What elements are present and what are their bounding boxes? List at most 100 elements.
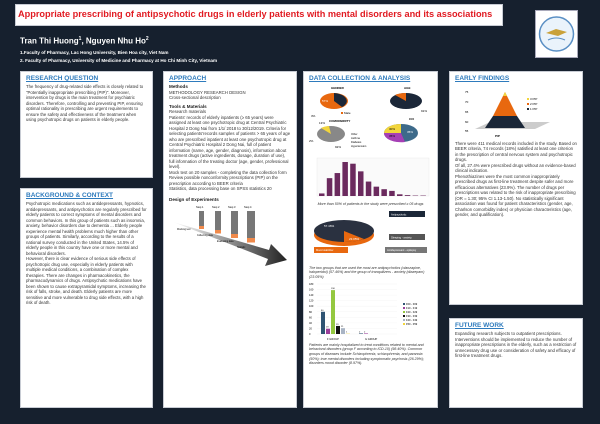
- step-cylinder: [215, 211, 221, 233]
- legend-item: F10 - F19: [406, 306, 418, 310]
- callout-mood: Mood stabilizer: [316, 248, 334, 252]
- icd-caption: Patients are mainly hospitalized to trea…: [309, 342, 425, 366]
- bar: [331, 290, 335, 335]
- background-heading: BACKGROUND & CONTEXT: [26, 192, 114, 199]
- histogram-bar: [334, 172, 341, 196]
- stage-label: Statistic: [237, 246, 246, 249]
- histogram-bar: [319, 192, 325, 196]
- step-cylinder: [231, 211, 238, 237]
- bar: [336, 326, 340, 335]
- future-work-panel: FUTURE WORK Expanding research subjects …: [449, 318, 583, 408]
- data-label: 19: [326, 327, 329, 329]
- comorbidity-label: 13%: [319, 121, 325, 125]
- arrow-shape: [173, 222, 287, 266]
- cci-label: 30%: [389, 127, 395, 131]
- pyramid-3pip: [503, 92, 507, 96]
- demographic-pies: GENDER 57% Male AGE 91% COMORBIDITY 3% 1…: [309, 86, 427, 149]
- authors: Tran Thi Huong1, Nguyen Nhu Ho2: [20, 36, 149, 46]
- histogram-bar: [397, 193, 403, 196]
- age-pie-title: AGE: [404, 86, 411, 90]
- data-label: 2: [364, 332, 366, 334]
- poster-title: Appropriate prescribing of antipsychotic…: [18, 9, 493, 19]
- stage-label: Evaluating data: [217, 240, 234, 243]
- research-question-panel: RESEARCH QUESTION The frequency of drug-…: [20, 71, 153, 178]
- y-tick-label: 20: [309, 327, 312, 331]
- legend-1pip: 1 PIP: [530, 107, 537, 111]
- approach-panel: APPROACH Methods METHODOLOGY RESEARCH DE…: [163, 71, 297, 408]
- data-label: 80: [321, 310, 324, 312]
- gender-slice-male: [334, 93, 347, 107]
- gender-label: 57%: [322, 99, 328, 103]
- histogram-bar: [342, 161, 348, 196]
- drug-group-callouts: Mood stabilizer Antidepressant - epileps…: [314, 247, 427, 254]
- data-label: 29: [336, 324, 339, 326]
- data-label: 1: [346, 332, 348, 334]
- pyramid-2pip: [493, 92, 517, 116]
- affiliation-2: 2. Faculty of Pharmacy, University of Me…: [20, 58, 218, 63]
- callout-antidepressant: Antidepressant - epilepsy: [387, 248, 417, 252]
- early-findings-text: There were 411 medical records included …: [455, 140, 577, 218]
- legend-3pip: 3 PIP: [530, 97, 537, 101]
- y-tick-label: 60: [309, 316, 312, 320]
- comorbidity-legend-item: Hypertension: [351, 144, 367, 148]
- cci-pie-title: CCI: [409, 117, 414, 121]
- svg-text:75: 75: [465, 90, 469, 94]
- comorbidity-pie-title: COMORBIDITY: [329, 119, 350, 123]
- pyramid-1pip: [485, 116, 525, 128]
- histogram-bar: [389, 190, 395, 196]
- cci-label: 35%: [389, 134, 395, 138]
- stage-label: Mocking test: [177, 228, 191, 231]
- legend-item: F20 - F29: [406, 310, 418, 314]
- legend-item: F40 - F49: [406, 318, 418, 322]
- affiliation-1: 1.Faculty of Pharmacy, Lac Hong Universi…: [20, 50, 169, 55]
- future-work-text: Expanding research subjects to outpatien…: [455, 331, 577, 358]
- histogram-caption: More than 50% of patients in the study w…: [317, 202, 424, 206]
- gender-legend: Male: [344, 111, 351, 115]
- data-label: 2: [359, 332, 361, 334]
- stage-label: Collecting data: [197, 234, 213, 237]
- y-tick-label: 160: [309, 288, 314, 292]
- step-cylinder: [199, 211, 204, 229]
- callout-sleeping-anxiety: Sleeping - anxiety: [391, 235, 412, 239]
- drug-count-histogram: [316, 157, 430, 196]
- step-label: Step 2: [212, 205, 220, 209]
- tools-text: Research materials Patients' records of …: [169, 109, 291, 191]
- methods-text: METHODOLOGY RESEARCH DESIGN Cross-sectio…: [169, 89, 246, 101]
- background-text: Psychotropic medications such as antidep…: [26, 201, 147, 305]
- comorbidity-label: 2%: [309, 139, 314, 143]
- data-collection-panel: DATA COLLECTION & ANALYSIS GENDER 57% Ma…: [303, 71, 438, 408]
- step-label: Step 1: [196, 205, 204, 209]
- svg-text:70: 70: [465, 100, 469, 104]
- age-label: 91%: [421, 109, 427, 113]
- y-tick-label: 100: [309, 305, 314, 309]
- histogram-bar: [373, 186, 380, 196]
- legend-2pip: 2 PIP: [530, 102, 537, 106]
- drug-pie-label: 23.05%: [349, 237, 360, 241]
- y-tick-label: 80: [309, 310, 312, 314]
- gender-pie-title: GENDER: [331, 86, 345, 90]
- university-logo: [535, 10, 578, 58]
- drug-group-caption: The two groups that are used the most ar…: [309, 265, 425, 279]
- experiment-design-diagram: Step 1 Mocking test Step 2 Collecting data S…: [173, 205, 287, 266]
- histogram-bar: [404, 194, 411, 196]
- histogram-bar: [350, 163, 356, 196]
- step-cylinder: [247, 211, 255, 241]
- background-panel: BACKGROUND & CONTEXT Psychotropic medica…: [20, 188, 153, 408]
- data-label: 21: [341, 327, 344, 329]
- svg-text:65: 65: [465, 110, 469, 114]
- future-work-heading: FUTURE WORK: [455, 322, 504, 329]
- step-label: Step 4: [244, 205, 252, 209]
- legend-item: F30 - F39: [406, 314, 418, 318]
- bar: [321, 312, 325, 335]
- histogram-bar: [326, 177, 333, 196]
- approach-heading: APPROACH: [169, 75, 207, 82]
- bar: [359, 333, 363, 335]
- data-collection-heading: DATA COLLECTION & ANALYSIS: [309, 75, 411, 82]
- comorbidity-label: 92%: [335, 145, 341, 149]
- research-question-heading: RESEARCH QUESTION: [26, 75, 99, 82]
- svg-text:55: 55: [465, 129, 469, 133]
- step-label: Step 3: [228, 205, 236, 209]
- y-tick-label: 0: [309, 332, 311, 336]
- comorbidity-legend-item: Other: [351, 132, 358, 136]
